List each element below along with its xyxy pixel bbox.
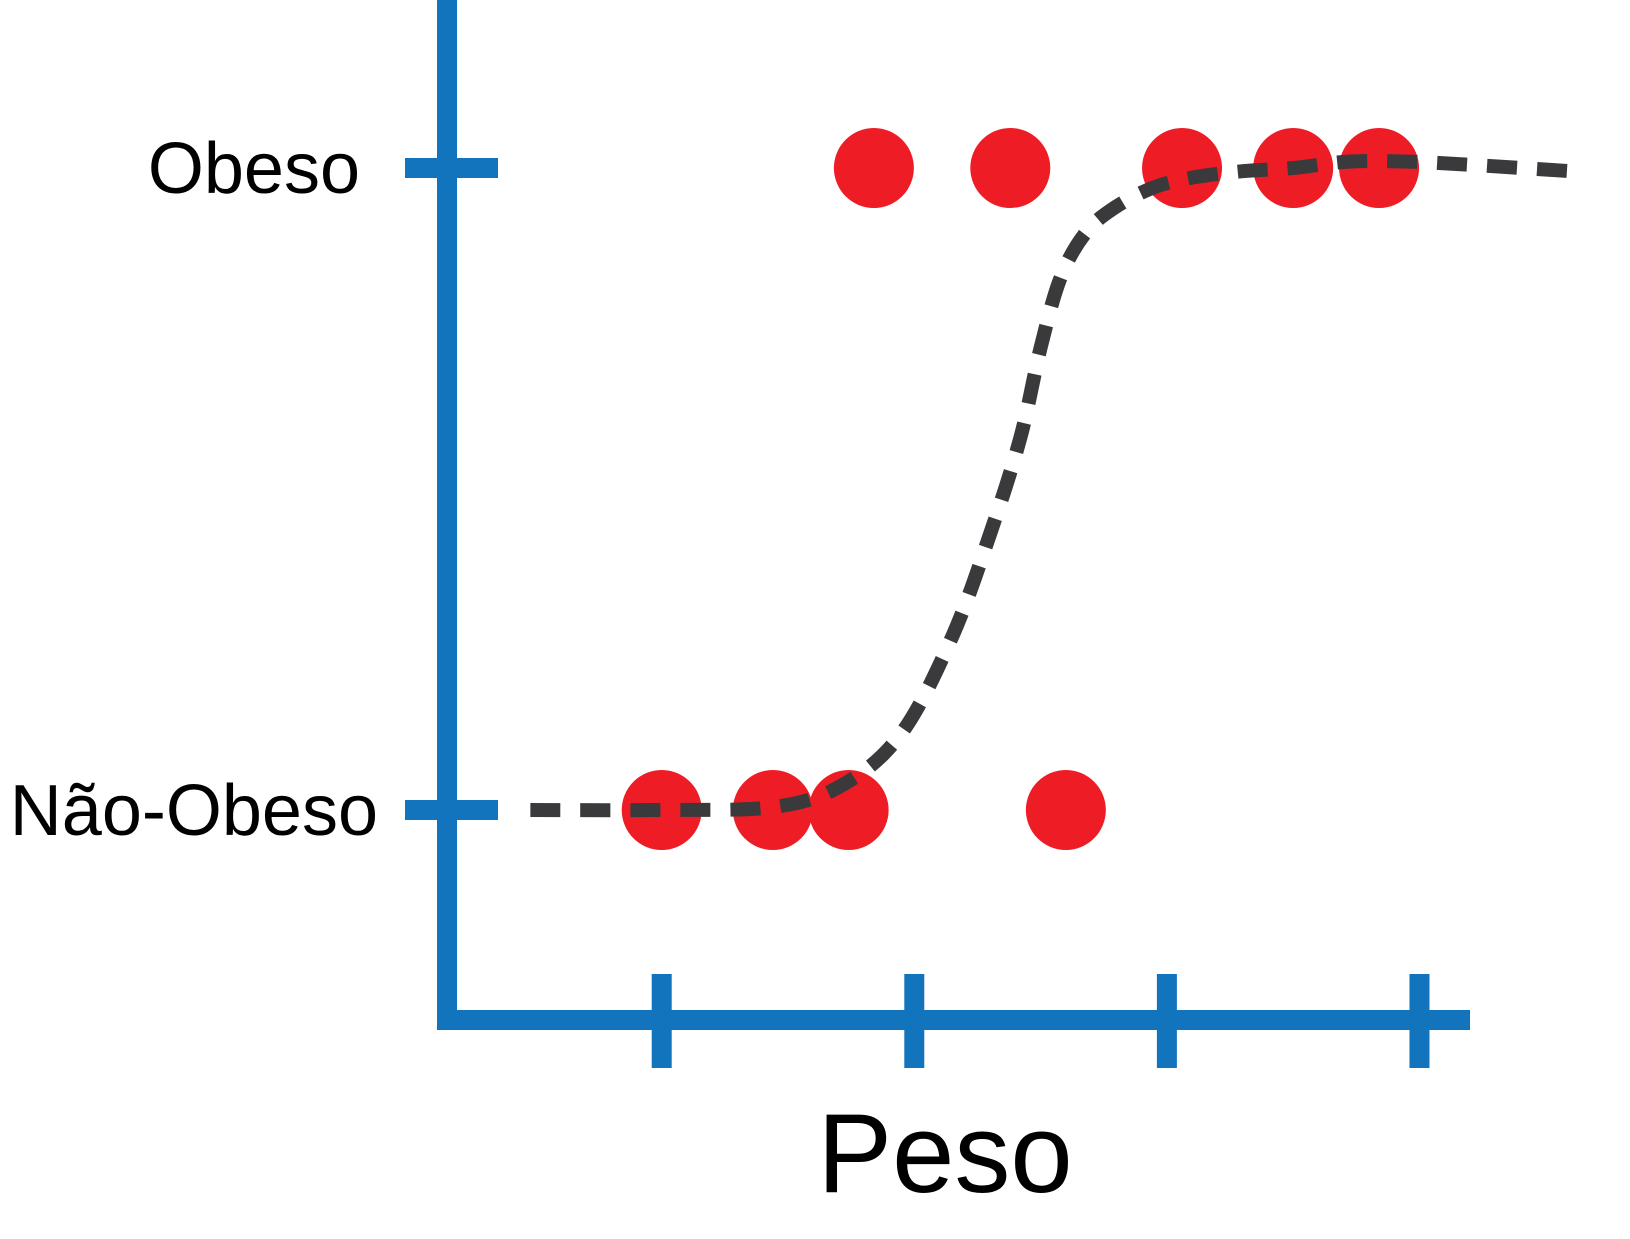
- labels-layer: Obeso Não-Obeso Peso: [10, 129, 1073, 1216]
- points-layer: [621, 128, 1420, 850]
- data-point-9: [1339, 128, 1420, 208]
- data-point-2: [732, 770, 813, 850]
- sigmoid-curve: [530, 153, 1572, 818]
- data-point-6: [970, 128, 1051, 208]
- y-tick-label-nao-obeso: Não-Obeso: [10, 771, 378, 851]
- x-axis-label: Peso: [817, 1091, 1072, 1216]
- curve-layer: [530, 153, 1572, 818]
- y-tick-label-obeso: Obeso: [148, 129, 360, 209]
- data-point-5: [833, 128, 914, 208]
- data-point-1: [621, 770, 702, 850]
- data-point-4: [1025, 770, 1106, 850]
- axes: [405, 0, 1470, 1068]
